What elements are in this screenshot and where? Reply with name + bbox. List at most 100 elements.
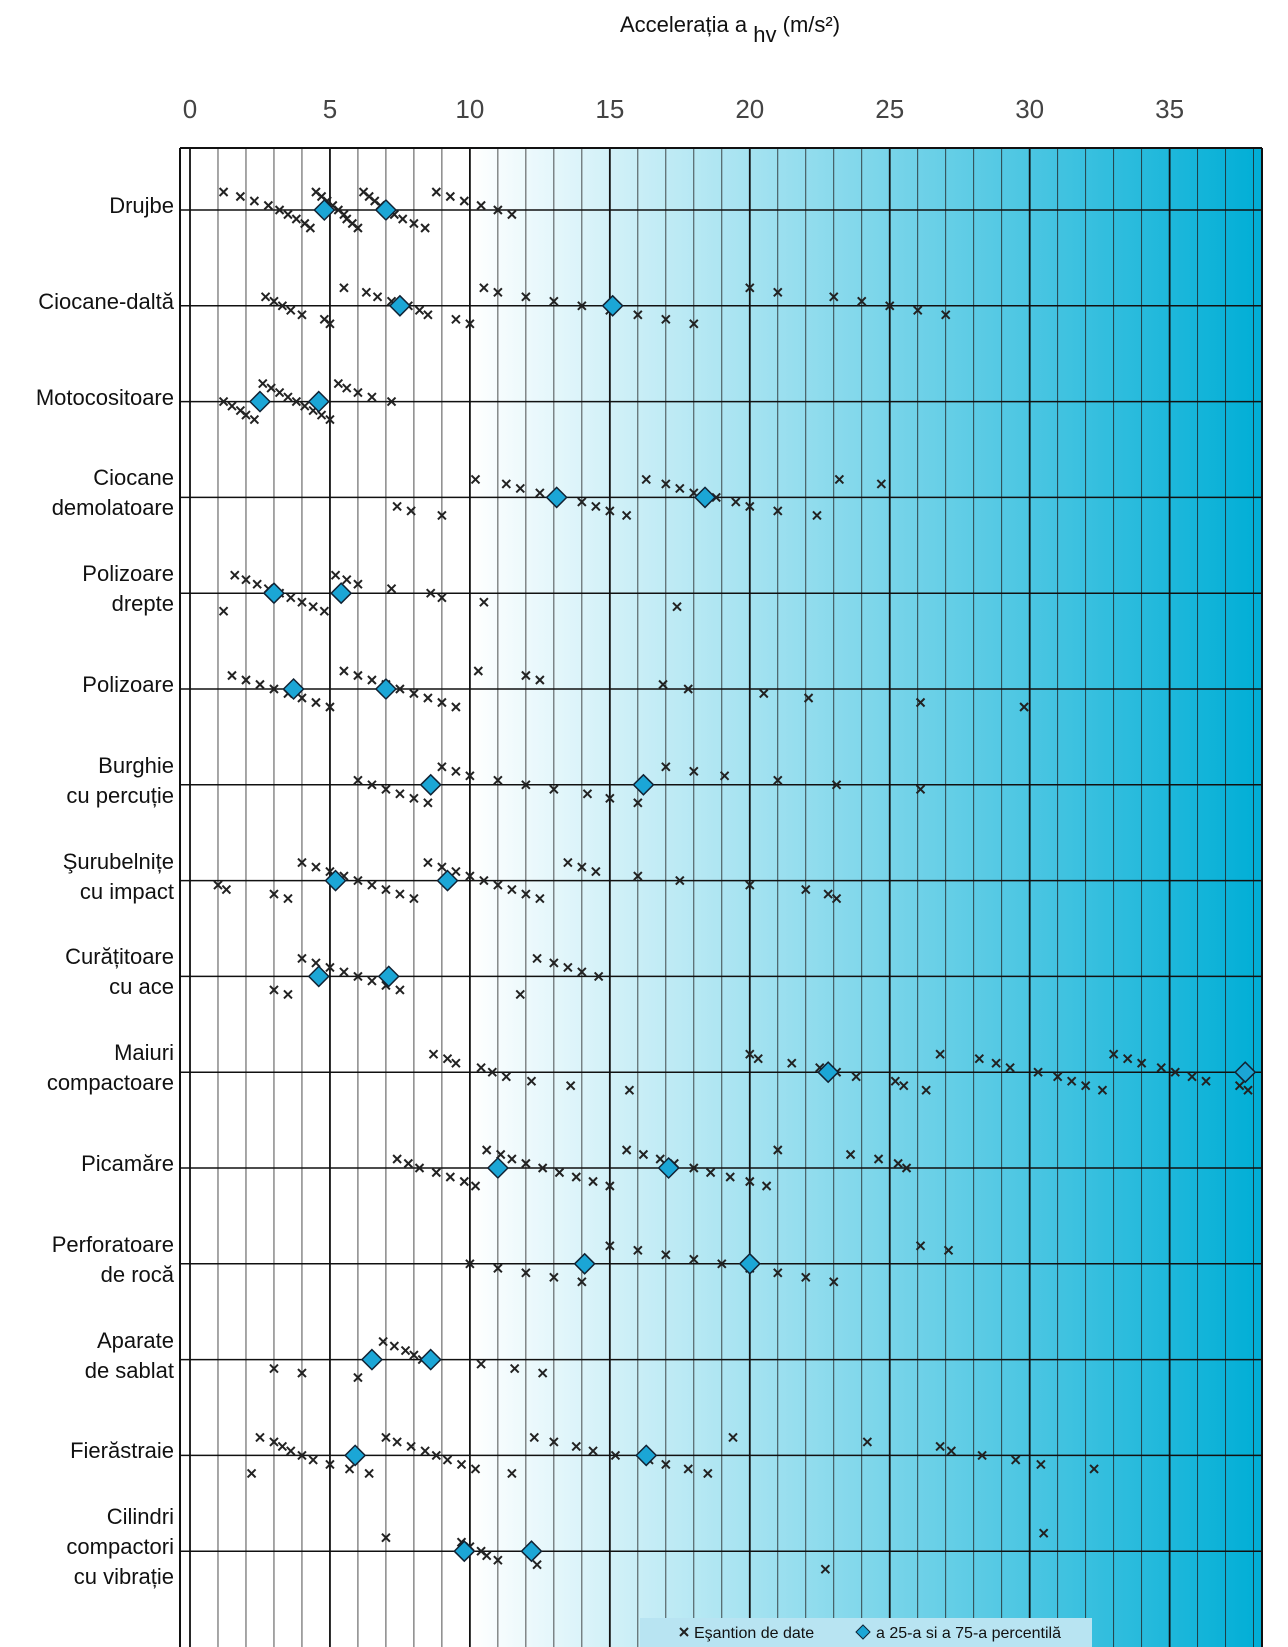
x-label-main: Accelerația a	[619, 12, 748, 37]
sample-marker	[423, 857, 433, 868]
sample-marker	[353, 579, 363, 589]
sample-marker	[1097, 1085, 1108, 1095]
sample-marker	[787, 1058, 797, 1068]
sample-marker	[414, 1163, 425, 1173]
percentile-marker	[377, 965, 400, 988]
legend-percentile-symbol	[855, 1624, 871, 1640]
percentile-marker	[453, 1540, 476, 1563]
x-tick-label: 15	[595, 94, 624, 124]
sample-marker	[535, 893, 545, 904]
sample-marker	[456, 1459, 467, 1470]
sample-marker	[409, 1350, 419, 1360]
sample-marker	[367, 780, 377, 790]
x-tick-label: 20	[735, 94, 764, 124]
sample-marker	[465, 871, 475, 881]
sample-marker	[423, 693, 433, 703]
sample-marker	[563, 857, 573, 868]
sample-marker	[532, 953, 542, 964]
percentile-marker	[520, 1540, 543, 1563]
sample-marker	[266, 383, 276, 393]
sample-marker	[831, 780, 842, 790]
sample-marker	[255, 1432, 265, 1443]
sample-marker	[529, 1432, 539, 1443]
sample-marker	[445, 1172, 456, 1182]
sample-marker	[297, 953, 307, 964]
sample-marker	[935, 1049, 945, 1059]
sample-marker	[386, 396, 397, 407]
sample-marker	[885, 301, 895, 311]
sample-marker	[221, 884, 232, 895]
sample-marker	[829, 1277, 839, 1287]
sample-marker	[311, 697, 321, 708]
x-label-sub: hv	[753, 22, 777, 47]
sample-marker	[409, 218, 419, 229]
sample-marker	[218, 187, 229, 197]
sample-marker	[406, 506, 416, 516]
sample-marker	[661, 479, 671, 489]
sample-marker	[577, 967, 587, 977]
sample-marker	[258, 378, 268, 389]
sample-marker	[829, 292, 839, 302]
sample-marker	[624, 1085, 635, 1095]
sample-marker	[269, 985, 279, 995]
sample-marker	[773, 506, 783, 516]
sample-marker	[339, 209, 349, 220]
sample-marker	[515, 483, 525, 494]
sample-marker	[297, 1450, 307, 1461]
sample-marker	[479, 875, 489, 886]
sample-marker	[319, 606, 330, 616]
sample-marker	[493, 1555, 503, 1565]
category-label: Motocositoare	[35, 384, 174, 410]
sample-marker	[367, 392, 377, 402]
sample-marker	[1036, 1459, 1046, 1470]
sample-marker	[717, 1259, 727, 1269]
sample-marker	[269, 684, 279, 694]
sample-marker	[532, 1559, 542, 1570]
sample-marker	[719, 771, 730, 781]
sample-marker	[353, 670, 363, 681]
sample-marker	[507, 1468, 517, 1479]
sample-marker	[921, 1085, 931, 1095]
sample-marker	[437, 862, 447, 872]
sample-marker	[473, 666, 483, 676]
sample-marker	[1033, 1067, 1043, 1077]
sample-marker	[386, 583, 397, 594]
percentile-marker	[344, 1444, 367, 1467]
sample-marker	[459, 196, 470, 206]
sample-marker	[661, 1459, 671, 1470]
sample-marker	[260, 292, 271, 302]
sample-marker	[213, 880, 223, 890]
sample-marker	[605, 793, 615, 804]
sample-marker	[862, 1437, 873, 1447]
sample-marker	[339, 666, 349, 676]
sample-marker	[935, 1441, 945, 1452]
sample-marker	[705, 1167, 716, 1178]
sample-marker	[761, 1181, 772, 1191]
percentile-marker	[545, 486, 568, 509]
sample-marker	[899, 1080, 909, 1091]
sample-marker	[1136, 1058, 1147, 1068]
sample-marker	[451, 1058, 461, 1068]
sample-marker	[470, 1464, 481, 1474]
sample-marker	[406, 1441, 416, 1452]
sample-marker	[297, 857, 307, 868]
sample-marker	[549, 296, 559, 307]
sample-marker	[445, 191, 456, 202]
sample-marker	[563, 962, 573, 973]
sample-marker	[549, 1272, 559, 1283]
category-label: Polizoare	[82, 672, 174, 697]
sample-marker	[801, 1272, 811, 1283]
sample-marker	[325, 414, 335, 425]
sample-marker	[420, 223, 430, 233]
category-label: Aparate de sablat	[84, 1327, 174, 1383]
sample-marker	[521, 292, 531, 302]
percentile-marker	[374, 198, 397, 222]
sample-marker	[633, 871, 643, 881]
sample-marker	[661, 1250, 671, 1260]
category-label: Drujbe	[109, 193, 174, 218]
sample-marker	[392, 1437, 402, 1447]
sample-marker	[367, 976, 377, 986]
sample-marker	[588, 1176, 598, 1187]
sample-marker	[689, 766, 699, 777]
sample-marker	[633, 798, 643, 808]
